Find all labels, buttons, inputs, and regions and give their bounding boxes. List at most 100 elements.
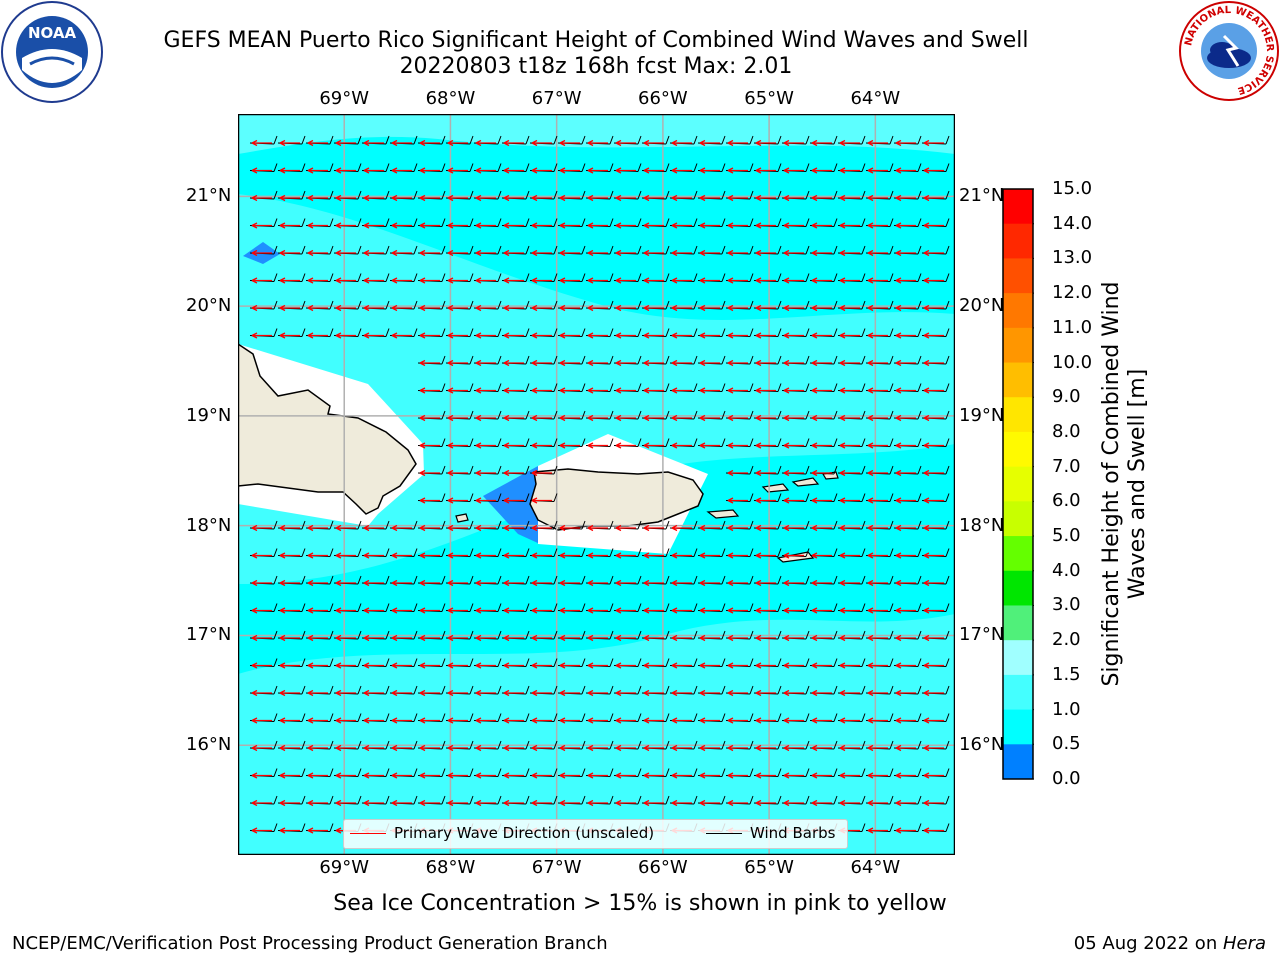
wave-direction-arrow <box>419 772 440 779</box>
wave-direction-arrow <box>643 414 664 422</box>
wave-direction-arrow <box>839 304 860 312</box>
wave-direction-arrow <box>895 359 916 367</box>
wave-direction-arrow <box>279 524 300 532</box>
wave-direction-arrow <box>503 469 524 477</box>
wave-direction-arrow <box>503 497 524 504</box>
wave-direction-arrow <box>727 689 748 697</box>
wave-direction-arrow <box>447 359 468 367</box>
wave-direction-arrow <box>839 249 860 257</box>
wave-direction-arrow <box>839 662 860 669</box>
footer-credit: NCEP/EMC/Verification Post Processing Pr… <box>12 933 608 954</box>
wave-direction-arrow <box>531 359 552 367</box>
wave-direction-arrow <box>811 799 832 807</box>
wave-direction-arrow <box>475 194 496 202</box>
wave-direction-arrow <box>615 772 636 779</box>
colorbar-tick-label: 10.0 <box>1052 351 1093 373</box>
wave-direction-arrow <box>587 304 608 312</box>
wave-direction-arrow <box>587 194 608 202</box>
wave-direction-arrow <box>699 634 720 642</box>
wave-direction-arrow <box>643 194 664 202</box>
wave-direction-arrow <box>839 744 860 752</box>
wave-direction-arrow <box>587 222 608 229</box>
wave-direction-arrow <box>447 552 468 559</box>
colorbar-tick-label: 0.0 <box>1052 768 1081 789</box>
wave-direction-arrow <box>279 827 300 834</box>
colorbar-tick-label: 9.0 <box>1052 386 1081 408</box>
wave-direction-arrow <box>699 139 720 147</box>
wave-direction-arrow <box>671 304 692 312</box>
lon-label-top: 64°W <box>850 88 901 109</box>
wave-direction-arrow <box>783 304 804 312</box>
wave-direction-arrow <box>783 717 804 724</box>
wave-direction-arrow <box>615 222 636 229</box>
wave-direction-arrow <box>419 744 440 752</box>
wave-direction-arrow <box>251 827 272 834</box>
wave-direction-arrow <box>671 579 692 587</box>
wave-direction-arrow <box>279 799 300 807</box>
wave-direction-arrow <box>727 442 748 449</box>
wave-direction-arrow <box>587 744 608 752</box>
colorbar-band <box>1003 744 1033 780</box>
colorbar-tick-label: 8.0 <box>1052 420 1081 442</box>
wave-direction-arrow <box>391 579 412 587</box>
lon-label-bottom: 68°W <box>425 857 476 878</box>
wave-direction-arrow <box>391 249 412 257</box>
wave-direction-arrow <box>307 827 328 834</box>
wave-direction-arrow <box>419 442 440 449</box>
wave-direction-arrow <box>391 222 412 229</box>
wave-direction-arrow <box>895 304 916 312</box>
wave-direction-arrow <box>251 579 272 587</box>
wave-direction-arrow <box>699 717 720 724</box>
wave-direction-arrow <box>643 387 664 394</box>
wave-direction-arrow <box>671 387 692 394</box>
wave-direction-arrow <box>615 277 636 284</box>
wave-direction-arrow <box>475 249 496 257</box>
wave-direction-arrow <box>559 194 580 202</box>
hispaniola-land <box>238 343 417 515</box>
wave-direction-arrow <box>419 524 440 532</box>
wave-direction-arrow <box>503 524 524 532</box>
wave-direction-arrow <box>587 414 608 422</box>
wave-direction-arrow <box>279 552 300 559</box>
wave-direction-arrow <box>587 799 608 807</box>
wave-direction-arrow <box>475 497 496 504</box>
wave-direction-arrow <box>643 744 664 752</box>
wave-direction-arrow <box>447 139 468 147</box>
wave-direction-arrow <box>783 524 804 532</box>
wave-direction-arrow <box>447 799 468 807</box>
wave-direction-arrow <box>783 442 804 449</box>
wave-direction-arrow <box>867 634 888 642</box>
wave-direction-arrow <box>839 497 860 504</box>
wave-direction-arrow <box>419 497 440 504</box>
wave-direction-arrow <box>783 579 804 587</box>
wave-direction-arrow <box>895 194 916 202</box>
wave-direction-arrow <box>447 579 468 587</box>
wave-direction-arrow <box>839 277 860 284</box>
colorbar-tick-label: 12.0 <box>1052 282 1093 304</box>
wave-direction-arrow <box>251 139 272 147</box>
wave-direction-arrow <box>867 497 888 504</box>
wave-direction-arrow <box>867 332 888 339</box>
wave-direction-arrow <box>447 304 468 312</box>
wave-direction-arrow <box>391 332 412 339</box>
wave-direction-arrow <box>615 249 636 257</box>
wave-direction-arrow <box>699 304 720 312</box>
wave-direction-arrow <box>419 414 440 422</box>
wave-direction-arrow <box>419 634 440 642</box>
wave-direction-arrow <box>755 662 776 669</box>
wave-direction-arrow <box>671 249 692 257</box>
wave-direction-arrow <box>307 717 328 724</box>
wave-direction-arrow <box>867 524 888 532</box>
colorbar-band <box>1003 605 1033 641</box>
wave-direction-arrow <box>251 249 272 257</box>
wave-direction-arrow <box>559 249 580 257</box>
wave-direction-arrow <box>755 772 776 779</box>
wave-direction-arrow <box>783 277 804 284</box>
wave-direction-arrow <box>643 717 664 724</box>
lon-label-bottom: 69°W <box>319 857 370 878</box>
wave-direction-arrow <box>727 772 748 779</box>
wave-direction-arrow <box>755 414 776 422</box>
wave-direction-arrow <box>503 607 524 614</box>
wave-direction-arrow <box>475 469 496 477</box>
colorbar-band <box>1003 570 1033 606</box>
